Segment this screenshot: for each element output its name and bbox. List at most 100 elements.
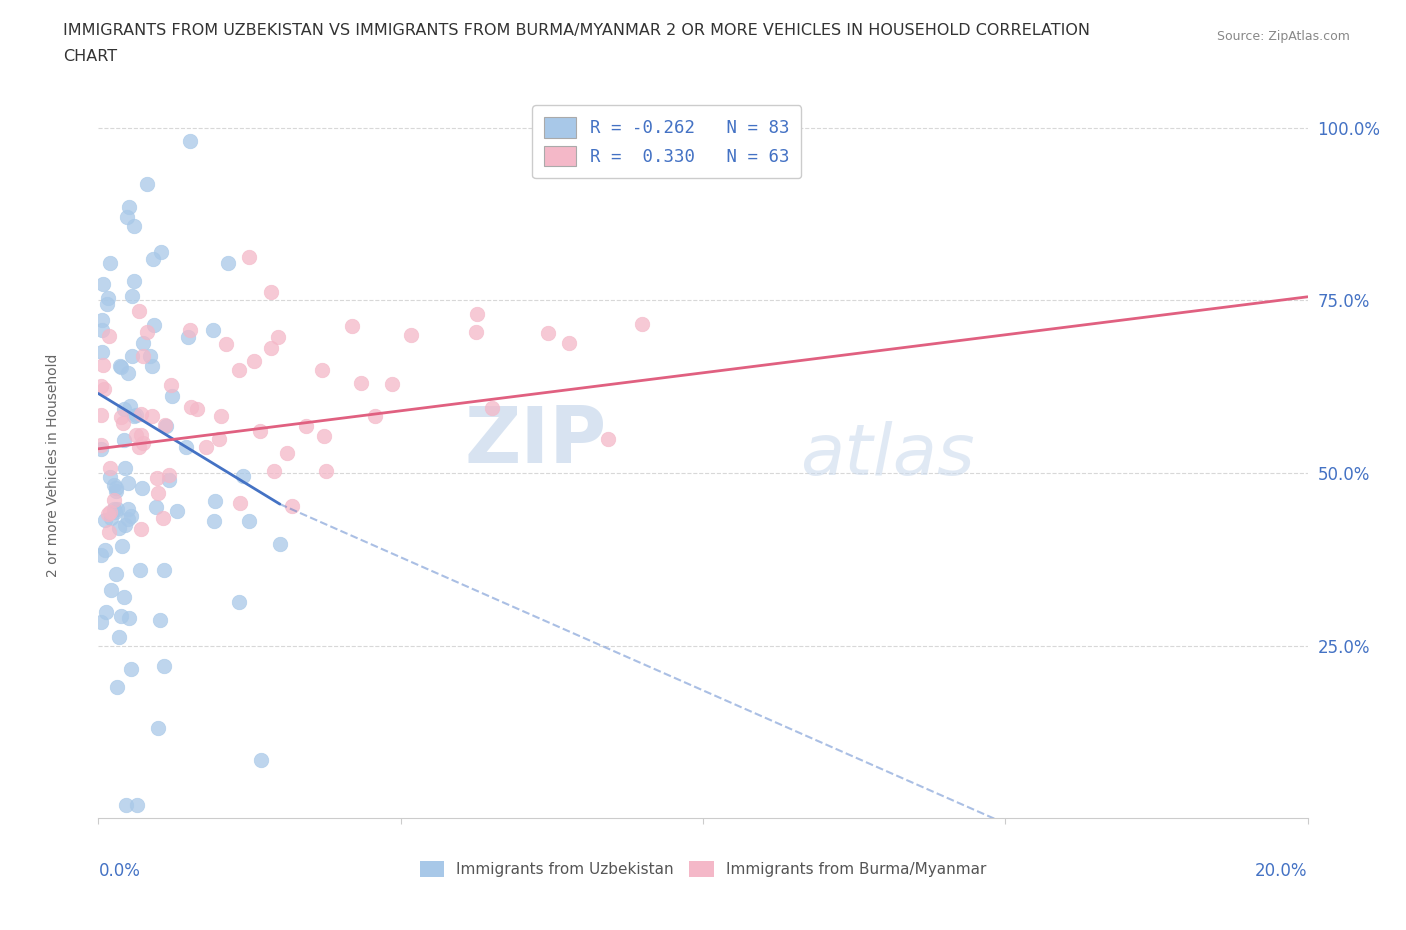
Point: [314, 429, 336, 444]
Point: [112, 401, 135, 416]
Point: [121, 288, 143, 303]
Point: [401, 327, 423, 342]
Point: [97, 525, 120, 539]
Point: [128, 563, 150, 578]
Point: [94, 513, 117, 528]
Point: [98, 504, 121, 519]
Point: [98, 470, 121, 485]
Point: [91, 276, 114, 291]
Text: atlas: atlas: [800, 421, 974, 490]
Point: [157, 468, 180, 483]
Point: [152, 511, 174, 525]
Point: [153, 658, 176, 673]
Point: [139, 348, 162, 363]
Point: [141, 359, 163, 374]
Point: [204, 494, 226, 509]
Point: [90, 379, 112, 393]
Point: [136, 325, 159, 339]
Point: [558, 336, 581, 351]
Point: [103, 478, 125, 493]
Point: [201, 323, 224, 338]
Point: [148, 721, 170, 736]
Point: [276, 445, 298, 460]
Point: [259, 340, 281, 355]
Point: [159, 378, 181, 392]
Point: [295, 418, 318, 433]
Point: [129, 522, 152, 537]
Point: [117, 502, 139, 517]
Point: [238, 513, 260, 528]
Point: [98, 329, 121, 344]
Text: IMMIGRANTS FROM UZBEKISTAN VS IMMIGRANTS FROM BURMA/MYANMAR 2 OR MORE VEHICLES I: IMMIGRANTS FROM UZBEKISTAN VS IMMIGRANTS…: [63, 23, 1090, 38]
Point: [118, 398, 141, 413]
Point: [108, 629, 131, 644]
Point: [91, 358, 114, 373]
Point: [145, 499, 167, 514]
Point: [132, 435, 155, 450]
Point: [249, 423, 271, 438]
Point: [281, 498, 304, 513]
Point: [204, 514, 226, 529]
Point: [114, 517, 136, 532]
Point: [228, 594, 250, 609]
Point: [143, 317, 166, 332]
Legend: Immigrants from Uzbekistan, Immigrants from Burma/Myanmar: Immigrants from Uzbekistan, Immigrants f…: [413, 855, 993, 884]
Point: [242, 353, 264, 368]
Point: [128, 303, 150, 318]
Point: [179, 134, 201, 149]
Point: [149, 245, 172, 259]
Point: [120, 509, 142, 524]
Point: [141, 408, 163, 423]
Point: [122, 274, 145, 289]
Point: [631, 316, 654, 331]
Point: [90, 344, 112, 359]
Point: [110, 608, 132, 623]
Point: [104, 480, 127, 495]
Point: [94, 604, 117, 619]
Point: [124, 428, 146, 443]
Point: [465, 325, 488, 339]
Point: [152, 563, 174, 578]
Point: [340, 318, 363, 333]
Point: [124, 219, 146, 233]
Point: [598, 432, 620, 446]
Text: 2 or more Vehicles in Household: 2 or more Vehicles in Household: [46, 353, 60, 577]
Point: [238, 250, 260, 265]
Point: [91, 312, 114, 327]
Point: [214, 337, 236, 352]
Point: [105, 502, 128, 517]
Point: [149, 613, 172, 628]
Point: [350, 376, 373, 391]
Text: ZIP: ZIP: [464, 404, 606, 479]
Point: [315, 463, 337, 478]
Point: [114, 460, 136, 475]
Point: [217, 255, 239, 270]
Point: [132, 335, 155, 350]
Point: [93, 381, 115, 396]
Text: 20.0%: 20.0%: [1256, 862, 1308, 880]
Point: [155, 418, 177, 433]
Point: [90, 442, 112, 457]
Point: [155, 418, 177, 432]
Point: [195, 440, 218, 455]
Point: [267, 330, 290, 345]
Point: [125, 797, 148, 812]
Point: [105, 484, 128, 498]
Point: [129, 428, 152, 443]
Point: [90, 615, 112, 630]
Point: [115, 797, 138, 812]
Point: [207, 432, 229, 447]
Point: [105, 680, 128, 695]
Point: [117, 475, 139, 490]
Point: [537, 326, 560, 340]
Point: [129, 406, 152, 421]
Point: [381, 377, 404, 392]
Point: [97, 290, 120, 305]
Point: [115, 209, 138, 224]
Point: [128, 439, 150, 454]
Point: [146, 485, 169, 500]
Point: [260, 285, 283, 299]
Point: [100, 511, 122, 525]
Point: [142, 252, 165, 267]
Point: [467, 306, 489, 321]
